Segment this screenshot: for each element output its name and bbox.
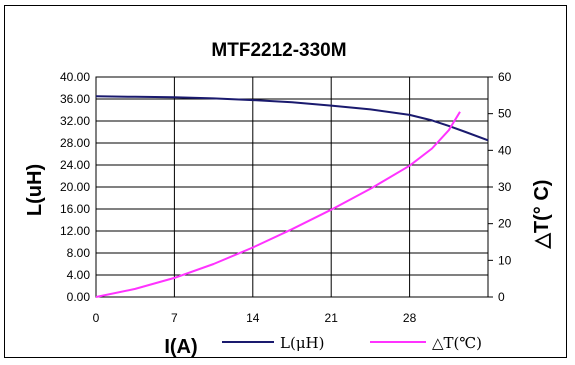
left-tick-label: 8.00 bbox=[67, 246, 91, 260]
left-tick-label: 24.00 bbox=[60, 158, 90, 172]
x-tick-label: 14 bbox=[246, 311, 260, 325]
y-axis-label-left: L(uH) bbox=[24, 164, 46, 216]
right-tick-label: 50 bbox=[498, 107, 512, 121]
x-axis-ticks: 0 7 14 21 28 bbox=[93, 311, 417, 325]
left-tick-label: 28.00 bbox=[60, 136, 90, 150]
series-lines bbox=[95, 95, 489, 298]
left-tick-label: 40.00 bbox=[60, 70, 90, 84]
series-line-inductance bbox=[95, 95, 489, 142]
x-tick-label: 0 bbox=[93, 311, 100, 325]
left-tick-label: 36.00 bbox=[60, 92, 90, 106]
right-tick-label: 40 bbox=[498, 143, 512, 157]
right-tick-label: 60 bbox=[498, 70, 512, 84]
x-axis-label: I(A) bbox=[164, 336, 197, 358]
x-tick-label: 21 bbox=[325, 311, 339, 325]
right-tick-label: 10 bbox=[498, 253, 512, 267]
left-tick-label: 16.00 bbox=[60, 202, 90, 216]
left-tick-label: 20.00 bbox=[60, 180, 90, 194]
grid bbox=[96, 76, 488, 298]
x-tick-label: 28 bbox=[403, 311, 417, 325]
right-tick-label: 20 bbox=[498, 217, 512, 231]
x-tick-label: 7 bbox=[171, 311, 178, 325]
legend-label: △T(℃) bbox=[432, 334, 482, 352]
left-tick-label: 4.00 bbox=[67, 268, 91, 282]
legend-label: L(μH) bbox=[280, 334, 325, 352]
right-axis-ticks: 0 10 20 30 40 50 60 bbox=[488, 70, 512, 304]
chart-title: MTF2212-330M bbox=[211, 40, 346, 61]
chart-frame bbox=[4, 5, 567, 358]
left-tick-label: 0.00 bbox=[67, 290, 91, 304]
legend: L(μH) △T(℃) bbox=[222, 334, 482, 352]
left-tick-label: 32.00 bbox=[60, 114, 90, 128]
left-axis-ticks: 0.00 4.00 8.00 12.00 16.00 20.00 24.00 28.00 32.… bbox=[60, 70, 90, 304]
y-axis-label-right: △T(° C) bbox=[531, 180, 553, 250]
right-tick-label: 0 bbox=[498, 290, 505, 304]
series-line-temperature-rise bbox=[95, 111, 461, 298]
right-tick-label: 30 bbox=[498, 180, 512, 194]
left-tick-label: 12.00 bbox=[60, 224, 90, 238]
